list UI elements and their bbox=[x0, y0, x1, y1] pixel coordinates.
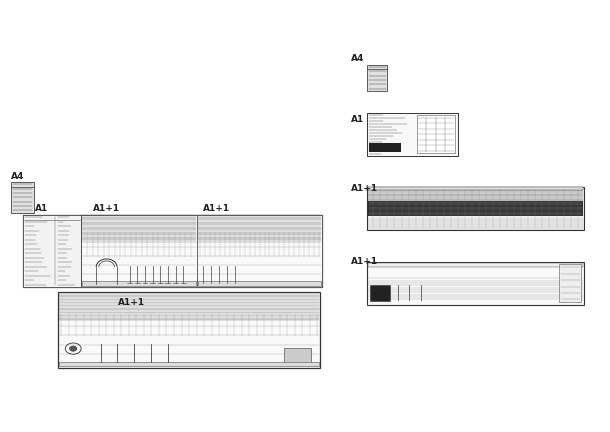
Bar bbox=[284, 348, 311, 363]
Text: A1: A1 bbox=[351, 115, 364, 124]
Text: A1+1: A1+1 bbox=[351, 184, 378, 193]
Bar bbox=[417, 115, 455, 153]
Bar bbox=[198, 281, 321, 286]
Text: A1+1: A1+1 bbox=[93, 203, 120, 213]
Bar bbox=[82, 281, 196, 286]
Bar bbox=[369, 143, 401, 152]
Text: A4: A4 bbox=[11, 172, 24, 181]
Text: A1+1: A1+1 bbox=[351, 257, 378, 266]
Bar bbox=[81, 215, 197, 287]
Circle shape bbox=[70, 346, 77, 351]
Bar bbox=[367, 65, 387, 91]
Bar bbox=[59, 362, 319, 366]
Bar bbox=[370, 285, 390, 301]
Bar bbox=[559, 264, 581, 302]
Bar bbox=[23, 215, 322, 287]
Bar bbox=[197, 215, 322, 287]
Text: A1+1: A1+1 bbox=[203, 203, 230, 213]
Bar bbox=[367, 187, 584, 230]
Bar bbox=[368, 201, 583, 216]
Bar bbox=[368, 187, 583, 190]
Bar bbox=[58, 292, 320, 368]
Bar bbox=[368, 263, 583, 267]
Bar bbox=[367, 113, 458, 156]
Text: A1+1: A1+1 bbox=[118, 298, 145, 307]
Text: A4: A4 bbox=[351, 54, 364, 63]
Bar bbox=[367, 262, 584, 305]
Bar bbox=[23, 215, 81, 287]
Bar bbox=[11, 182, 34, 213]
Text: A1: A1 bbox=[35, 203, 49, 213]
